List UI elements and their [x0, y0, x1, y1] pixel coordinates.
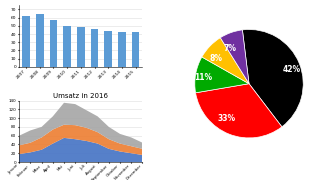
Text: 42%: 42% [283, 65, 301, 74]
Wedge shape [220, 30, 249, 84]
Wedge shape [195, 57, 249, 93]
Text: 7%: 7% [224, 44, 237, 53]
Text: 8%: 8% [209, 54, 222, 63]
Wedge shape [196, 84, 282, 138]
Bar [50, 20, 57, 67]
Wedge shape [202, 38, 249, 84]
Wedge shape [243, 30, 303, 127]
Text: 33%: 33% [217, 114, 236, 123]
Title: Umsatz in 2016: Umsatz in 2016 [53, 93, 108, 99]
Bar [22, 16, 30, 67]
Bar [36, 14, 44, 67]
Text: 11%: 11% [195, 73, 213, 82]
Bar [91, 29, 98, 67]
Bar [132, 32, 139, 67]
Bar [118, 32, 126, 67]
Bar [104, 31, 112, 67]
Bar [63, 26, 71, 67]
Bar [77, 27, 84, 67]
